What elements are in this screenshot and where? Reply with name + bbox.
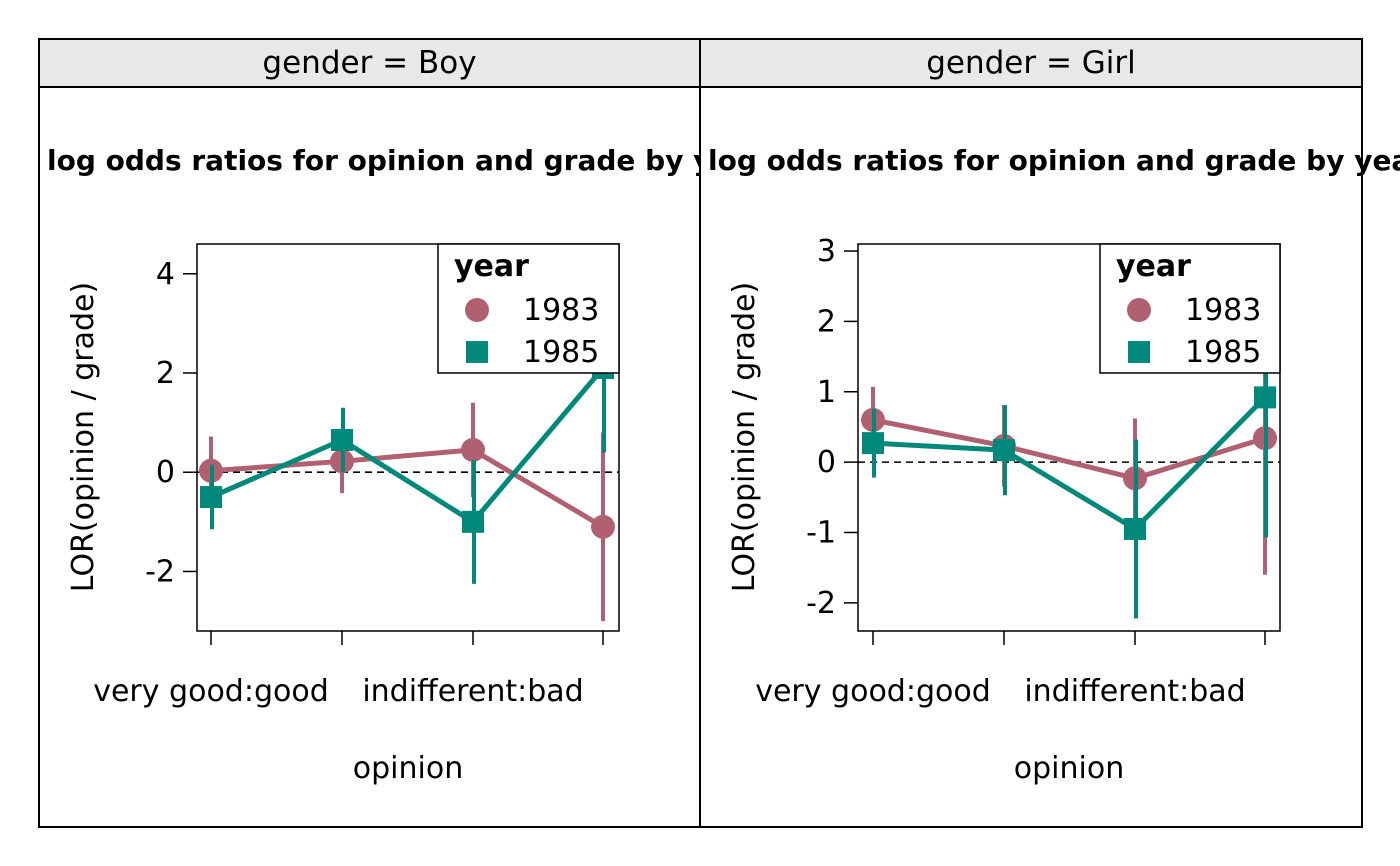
y-tick-label: 0 <box>817 445 836 480</box>
panel-title: log odds ratios for opinion and grade by… <box>708 144 1400 177</box>
data-point <box>461 437 485 462</box>
legend-marker-1983 <box>1127 298 1151 322</box>
series-line <box>210 366 605 525</box>
legend-marker-1983 <box>465 298 489 322</box>
panel-boy: gender = Boy log odds ratios for opinion… <box>38 38 763 828</box>
data-point <box>1254 386 1276 409</box>
panel-title: log odds ratios for opinion and grade by… <box>47 144 763 177</box>
panel-girl: gender = Girl log odds ratios for opinio… <box>699 38 1400 828</box>
y-axis-title: LOR(opinion / grade) <box>727 282 762 592</box>
legend-label-1983: 1983 <box>1185 293 1261 328</box>
plot-frame <box>857 243 1281 632</box>
data-point <box>993 439 1015 462</box>
legend-title: year <box>1116 249 1191 284</box>
series-group <box>199 283 615 622</box>
data-point <box>862 432 884 455</box>
series-line <box>872 417 1266 481</box>
legend: year 1983 1985 <box>437 243 620 374</box>
x-axis-title: opinion <box>1014 751 1124 786</box>
panel-border <box>38 38 701 828</box>
data-point <box>1124 517 1146 540</box>
x-tick-label: indifferent:bad <box>362 674 583 709</box>
legend: year 1983 1985 <box>1099 243 1281 374</box>
data-point <box>200 486 222 509</box>
y-tick-label: -2 <box>145 554 175 589</box>
y-tick-label: 4 <box>156 257 175 292</box>
y-tick-label: 0 <box>156 455 175 490</box>
legend-label-1983: 1983 <box>523 293 599 328</box>
data-point <box>331 428 353 451</box>
y-tick-label: 3 <box>817 234 836 269</box>
strip-background <box>38 38 701 88</box>
y-tick-label: 2 <box>156 356 175 391</box>
plot-frame <box>196 243 620 632</box>
legend-label-1985: 1985 <box>523 335 599 370</box>
legend-marker-1985 <box>1128 341 1150 363</box>
x-tick-label: indifferent:bad <box>1024 674 1245 709</box>
legend-label-1985: 1985 <box>1185 335 1261 370</box>
x-tick-label: very good:good <box>755 674 991 709</box>
data-point <box>462 510 484 533</box>
y-axis-title: LOR(opinion / grade) <box>66 282 101 592</box>
y-tick-label: 2 <box>817 304 836 339</box>
legend-title: year <box>454 249 529 284</box>
y-tick-label: -1 <box>806 515 836 550</box>
legend-marker-1985 <box>466 341 488 363</box>
y-tick-label: 1 <box>817 375 836 410</box>
strip-label: gender = Girl <box>926 45 1136 81</box>
series-line <box>872 395 1267 532</box>
y-axis: -2 0 2 4 <box>145 257 197 589</box>
x-axis: very good:good indifferent:bad <box>755 631 1266 709</box>
y-axis: -2 -1 0 1 2 3 <box>806 234 858 621</box>
y-tick-label: -2 <box>806 586 836 621</box>
x-axis: very good:good indifferent:bad <box>93 631 604 709</box>
strip-label: gender = Boy <box>262 45 476 81</box>
panel-border <box>699 38 1363 828</box>
data-point <box>591 514 615 539</box>
x-tick-label: very good:good <box>93 674 329 709</box>
x-axis-title: opinion <box>353 751 463 786</box>
strip-background <box>699 38 1363 88</box>
